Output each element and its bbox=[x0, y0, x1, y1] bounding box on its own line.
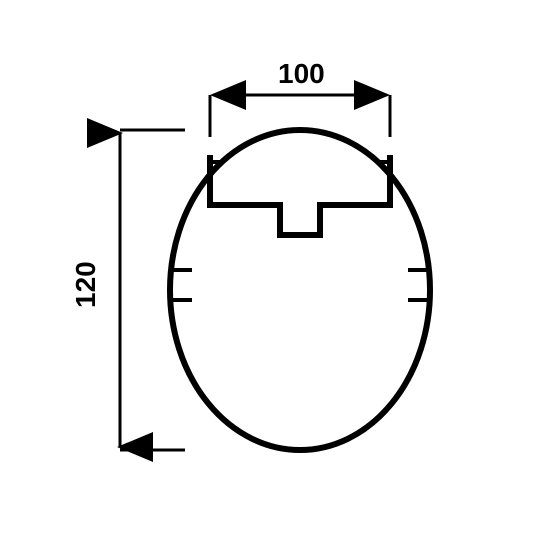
height-dimension bbox=[120, 130, 185, 450]
technical-drawing: 100 120 bbox=[0, 0, 550, 550]
height-label: 120 bbox=[70, 261, 102, 308]
side-notches bbox=[170, 270, 430, 300]
width-label: 100 bbox=[278, 58, 325, 90]
channel-slot bbox=[210, 155, 390, 235]
